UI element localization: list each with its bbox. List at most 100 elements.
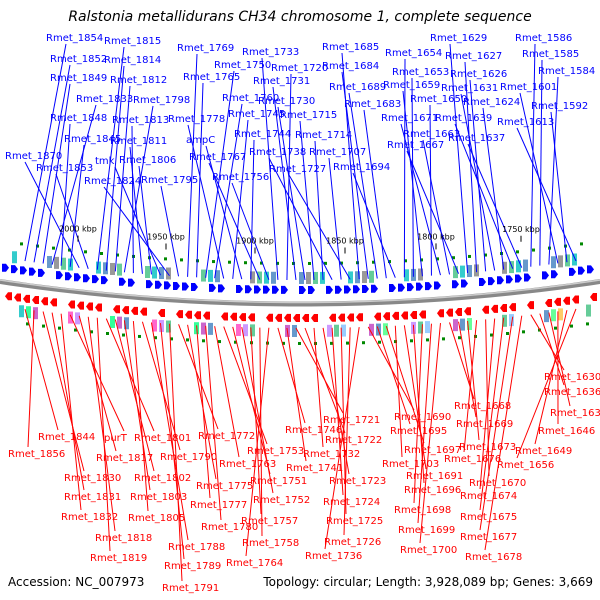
forward-gene-leader xyxy=(114,85,131,272)
reverse-gene-arrow xyxy=(590,292,597,301)
cog-tile xyxy=(502,314,507,327)
reverse-gene-label: Rmet_1802 xyxy=(134,473,191,484)
forward-gene-leader xyxy=(467,143,523,268)
reverse-gene-label: Rmet_1819 xyxy=(90,553,147,564)
gc-mark xyxy=(436,257,439,261)
reverse-gene-label: Rmet_1763 xyxy=(219,459,276,470)
reverse-gene-leader xyxy=(245,327,270,557)
cog-tile xyxy=(460,318,465,331)
gc-mark xyxy=(100,252,103,255)
reverse-gene-label: Rmet_1726 xyxy=(324,537,381,548)
forward-gene-arrow xyxy=(524,273,531,282)
cog-tile xyxy=(250,271,255,284)
cog-tile xyxy=(208,269,213,282)
forward-gene-leader xyxy=(138,165,152,275)
cog-tile xyxy=(166,320,171,333)
reverse-gene-leader xyxy=(463,320,478,453)
forward-gene-arrow xyxy=(497,276,504,285)
gc-mark xyxy=(164,257,167,261)
reverse-gene-leader xyxy=(417,323,432,524)
forward-gene-leader xyxy=(196,82,204,278)
reverse-gene-leader xyxy=(259,327,263,537)
reverse-gene-leader xyxy=(516,308,577,459)
topology-stats-text: Topology: circular; Length: 3,928,089 bp… xyxy=(263,575,593,589)
reverse-gene-label: Rmet_1780 xyxy=(201,522,258,533)
reverse-gene-arrow xyxy=(338,313,345,322)
cog-tile xyxy=(166,267,171,280)
reverse-gene-label: Rmet_1724 xyxy=(323,497,380,508)
forward-gene-label: Rmet_1601 xyxy=(500,82,557,93)
gc-mark xyxy=(426,338,429,342)
reverse-gene-leader xyxy=(51,312,85,491)
reverse-gene-label: purT xyxy=(104,433,128,444)
gc-mark xyxy=(468,254,471,258)
reverse-gene-arrow xyxy=(194,311,201,320)
cog-tile xyxy=(516,260,521,273)
reverse-gene-label: Rmet_1746 xyxy=(285,425,342,436)
forward-gene-leader xyxy=(402,90,423,277)
reverse-gene-leader xyxy=(467,320,480,441)
gc-mark xyxy=(458,336,461,340)
scale-tick-label: 1850 kbp xyxy=(326,236,364,245)
forward-gene-leader xyxy=(363,109,387,279)
forward-gene-label: Rmet_1745 xyxy=(228,109,285,120)
reverse-gene-label: Rmet_1831 xyxy=(64,492,121,503)
forward-gene-label: Rmet_1730 xyxy=(258,96,315,107)
reverse-gene-leader xyxy=(331,327,344,496)
reverse-gene-leader xyxy=(534,310,568,445)
forward-gene-leader xyxy=(55,173,89,269)
scale-tick-label: 1950 kbp xyxy=(147,233,185,242)
reverse-gene-arrow xyxy=(356,313,363,322)
forward-gene-arrow xyxy=(587,265,594,274)
cog-tile xyxy=(96,261,101,274)
gc-mark xyxy=(42,324,45,328)
reverse-gene-arrow xyxy=(554,297,561,306)
reverse-gene-leader xyxy=(114,319,155,472)
reverse-gene-leader xyxy=(27,310,35,448)
reverse-gene-label: Rmet_1790 xyxy=(160,452,217,463)
cog-tile xyxy=(341,324,346,337)
cog-tile xyxy=(19,305,24,318)
forward-gene-leader xyxy=(400,123,441,276)
reverse-gene-label: Rmet_1697 xyxy=(404,445,461,456)
forward-gene-label: Rmet_1685 xyxy=(322,42,379,53)
cog-tile xyxy=(201,322,206,335)
gc-mark xyxy=(516,250,519,254)
gc-mark xyxy=(554,326,557,330)
forward-gene-arrow xyxy=(29,267,36,276)
forward-gene-label: Rmet_1814 xyxy=(104,55,161,66)
forward-gene-arrow xyxy=(20,266,27,275)
reverse-gene-arrow xyxy=(572,295,579,304)
reverse-gene-leader xyxy=(324,327,360,550)
reverse-gene-arrow xyxy=(122,306,129,315)
forward-gene-arrow xyxy=(155,280,162,289)
forward-gene-arrow xyxy=(272,285,279,294)
reverse-gene-leader xyxy=(178,324,219,430)
forward-gene-label: Rmet_1586 xyxy=(515,33,572,44)
forward-gene-label: Rmet_1767 xyxy=(189,152,246,163)
forward-gene-leader xyxy=(406,150,460,274)
reverse-gene-label: Rmet_1691 xyxy=(406,471,463,482)
forward-gene-label: Rmet_1769 xyxy=(177,43,234,54)
forward-gene-leader xyxy=(550,111,568,263)
reverse-gene-arrow xyxy=(77,301,84,310)
reverse-gene-leader xyxy=(24,308,59,431)
forward-gene-label: Rmet_1714 xyxy=(295,130,352,141)
reverse-gene-arrow xyxy=(392,311,399,320)
forward-gene-label: Rmet_1653 xyxy=(392,67,449,78)
forward-gene-leader xyxy=(328,157,342,280)
reverse-gene-leader xyxy=(96,317,111,552)
cog-tile xyxy=(565,254,570,267)
reverse-gene-label: Rmet_1723 xyxy=(329,476,386,487)
reverse-gene-arrow xyxy=(50,298,57,307)
reverse-gene-leader xyxy=(485,319,490,477)
reverse-gene-arrow xyxy=(32,296,39,305)
forward-gene-leader xyxy=(277,106,306,281)
reverse-gene-arrow xyxy=(266,313,273,322)
forward-gene-leader xyxy=(42,83,71,264)
gc-mark xyxy=(74,328,77,332)
forward-gene-arrow xyxy=(335,285,342,294)
reverse-gene-label: Rmet_1732 xyxy=(303,449,360,460)
reverse-gene-leader xyxy=(479,318,496,490)
forward-gene-label: Rmet_1795 xyxy=(141,175,198,186)
